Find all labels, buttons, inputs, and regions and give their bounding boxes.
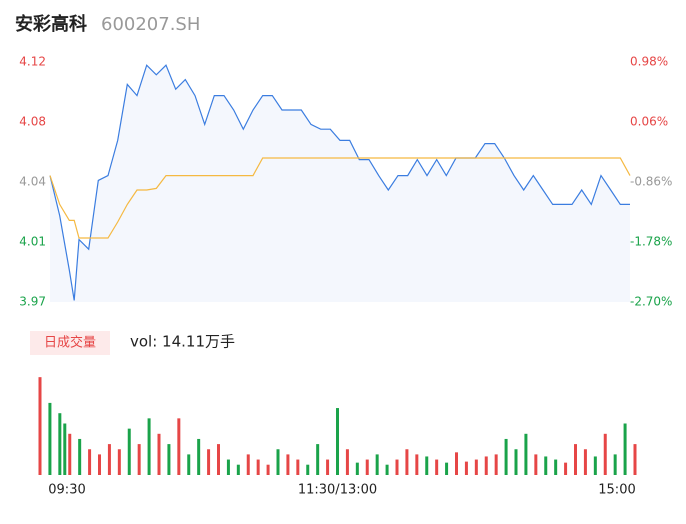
volume-bar [48,402,52,475]
volume-bar [355,462,359,475]
volume-bar [127,428,131,475]
volume-bar [217,444,220,475]
volume-bar [137,444,141,475]
volume-bar [494,454,498,475]
volume-bar [246,454,250,475]
volume-bar [574,444,577,475]
volume-bar [98,454,101,475]
volume-bar [365,459,369,475]
x-tick-label: 11:30/13:00 [298,483,377,498]
volume-bar [286,454,290,475]
price-area [50,65,630,302]
x-tick-label: 09:30 [48,483,85,498]
volume-bar [167,444,171,475]
volume-bar [514,449,518,475]
y-tick-label: 4.08 [19,115,46,129]
volume-bar [296,459,300,475]
stock-code: 600207.SH [101,14,200,35]
volume-bar [38,377,42,475]
volume-title: 日成交量 [44,335,96,351]
volume-bar [68,433,72,475]
volume-bar [187,454,191,475]
volume-bar [474,459,478,475]
y-tick-label: 4.01 [19,235,46,249]
volume-bar [435,459,439,475]
volume-bar [603,433,607,475]
volume-bar [88,449,92,475]
volume-bar [345,449,349,475]
volume-bar [256,459,260,475]
volume-bar [405,449,409,475]
volume-bar [593,456,597,475]
y-tick-label: 4.12 [19,55,46,69]
volume-bar [395,459,399,475]
x-tick-label: 15:00 [598,483,635,498]
volume-text: vol: 14.11万手 [130,333,235,351]
volume-bar [623,423,627,475]
volume-bar [524,433,528,475]
volume-bar [276,449,280,475]
volume-bar [326,459,330,475]
volume-bar [58,413,62,475]
volume-bar [484,456,488,475]
volume-bar [564,462,568,475]
volume-bar [385,464,389,475]
volume-bar [583,449,587,475]
volume-bar [464,461,468,475]
volume-bar [445,462,449,475]
y2-tick-label: 0.06% [630,115,668,129]
volume-bar [544,456,548,475]
volume-bar [157,433,161,475]
volume-bar [63,423,67,475]
volume-bar [613,454,617,475]
volume-bar [226,459,230,475]
volume-bar [455,452,458,475]
volume-bar [266,464,270,475]
volume-badge [30,331,110,355]
series-line [49,157,631,239]
volume-bar [554,459,558,475]
volume-bar [425,456,429,475]
volume-bar [107,444,111,475]
volume-bar [177,418,181,475]
chart-title: 安彩高科 [15,13,87,35]
volume-bar [147,418,151,475]
volume-bar [197,438,201,475]
y2-tick-label: -2.70% [630,295,672,309]
y2-tick-label: 0.98% [630,55,668,69]
volume-bar [336,408,339,475]
volume-bar [375,454,379,475]
volume-bar [633,444,637,475]
y-tick-label: 3.97 [19,295,46,309]
volume-bar [78,438,82,475]
volume-bar [306,464,310,475]
volume-bar [236,464,240,475]
volume-bar [504,438,508,475]
volume-bar [207,449,211,475]
y-tick-label: 4.04 [19,175,46,189]
volume-bar [534,454,538,475]
volume-bar [415,454,419,475]
volume-bar [316,444,320,475]
y2-tick-label: -1.78% [630,235,672,249]
series-line [49,64,630,301]
volume-bar [117,449,121,475]
y2-tick-label: -0.86% [630,175,672,189]
